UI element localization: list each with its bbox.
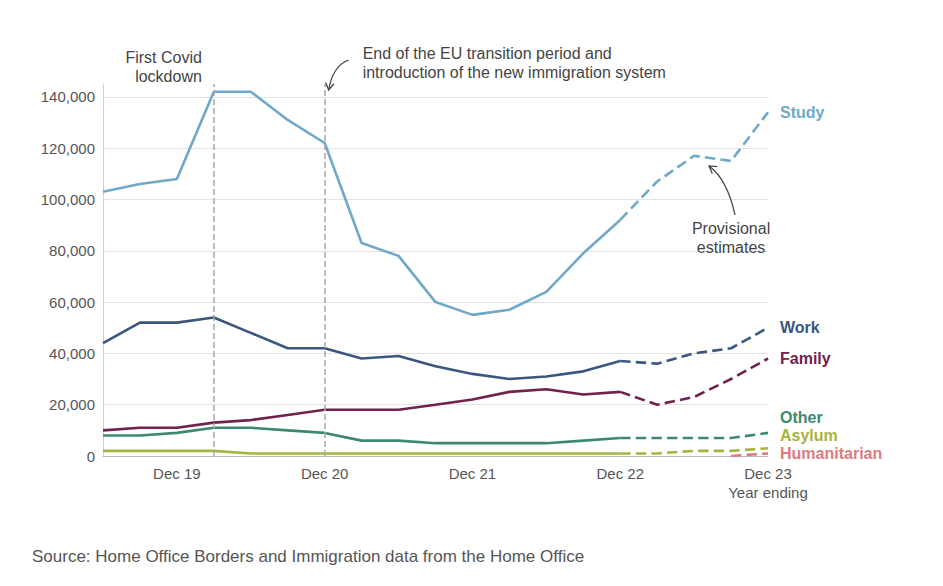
- svg-text:20,000: 20,000: [49, 396, 95, 413]
- svg-text:80,000: 80,000: [49, 242, 95, 259]
- svg-text:Family: Family: [780, 350, 831, 367]
- svg-text:Dec 19: Dec 19: [153, 465, 201, 482]
- svg-text:lockdown: lockdown: [135, 68, 202, 85]
- svg-text:0: 0: [87, 448, 95, 465]
- svg-text:First Covid: First Covid: [125, 49, 201, 66]
- svg-text:Dec 20: Dec 20: [301, 465, 349, 482]
- svg-text:Study: Study: [780, 104, 825, 121]
- svg-text:Other: Other: [780, 409, 823, 426]
- svg-text:Asylum: Asylum: [780, 427, 838, 444]
- svg-text:Provisional: Provisional: [692, 220, 770, 237]
- svg-text:Dec 22: Dec 22: [596, 465, 644, 482]
- svg-text:Year ending: Year ending: [728, 484, 808, 501]
- svg-text:120,000: 120,000: [41, 140, 95, 157]
- svg-text:Dec 23: Dec 23: [744, 465, 792, 482]
- svg-text:End of the EU transition perio: End of the EU transition period and: [363, 45, 612, 62]
- svg-text:introduction of the new immigr: introduction of the new immigration syst…: [363, 64, 666, 81]
- svg-text:40,000: 40,000: [49, 345, 95, 362]
- svg-text:Humanitarian: Humanitarian: [780, 445, 882, 462]
- svg-text:Source: Home Office Borders an: Source: Home Office Borders and Immigrat…: [32, 547, 584, 566]
- svg-text:estimates: estimates: [697, 239, 765, 256]
- svg-text:60,000: 60,000: [49, 294, 95, 311]
- svg-text:Dec 21: Dec 21: [449, 465, 497, 482]
- svg-text:Work: Work: [780, 319, 820, 336]
- svg-text:140,000: 140,000: [41, 88, 95, 105]
- svg-text:100,000: 100,000: [41, 191, 95, 208]
